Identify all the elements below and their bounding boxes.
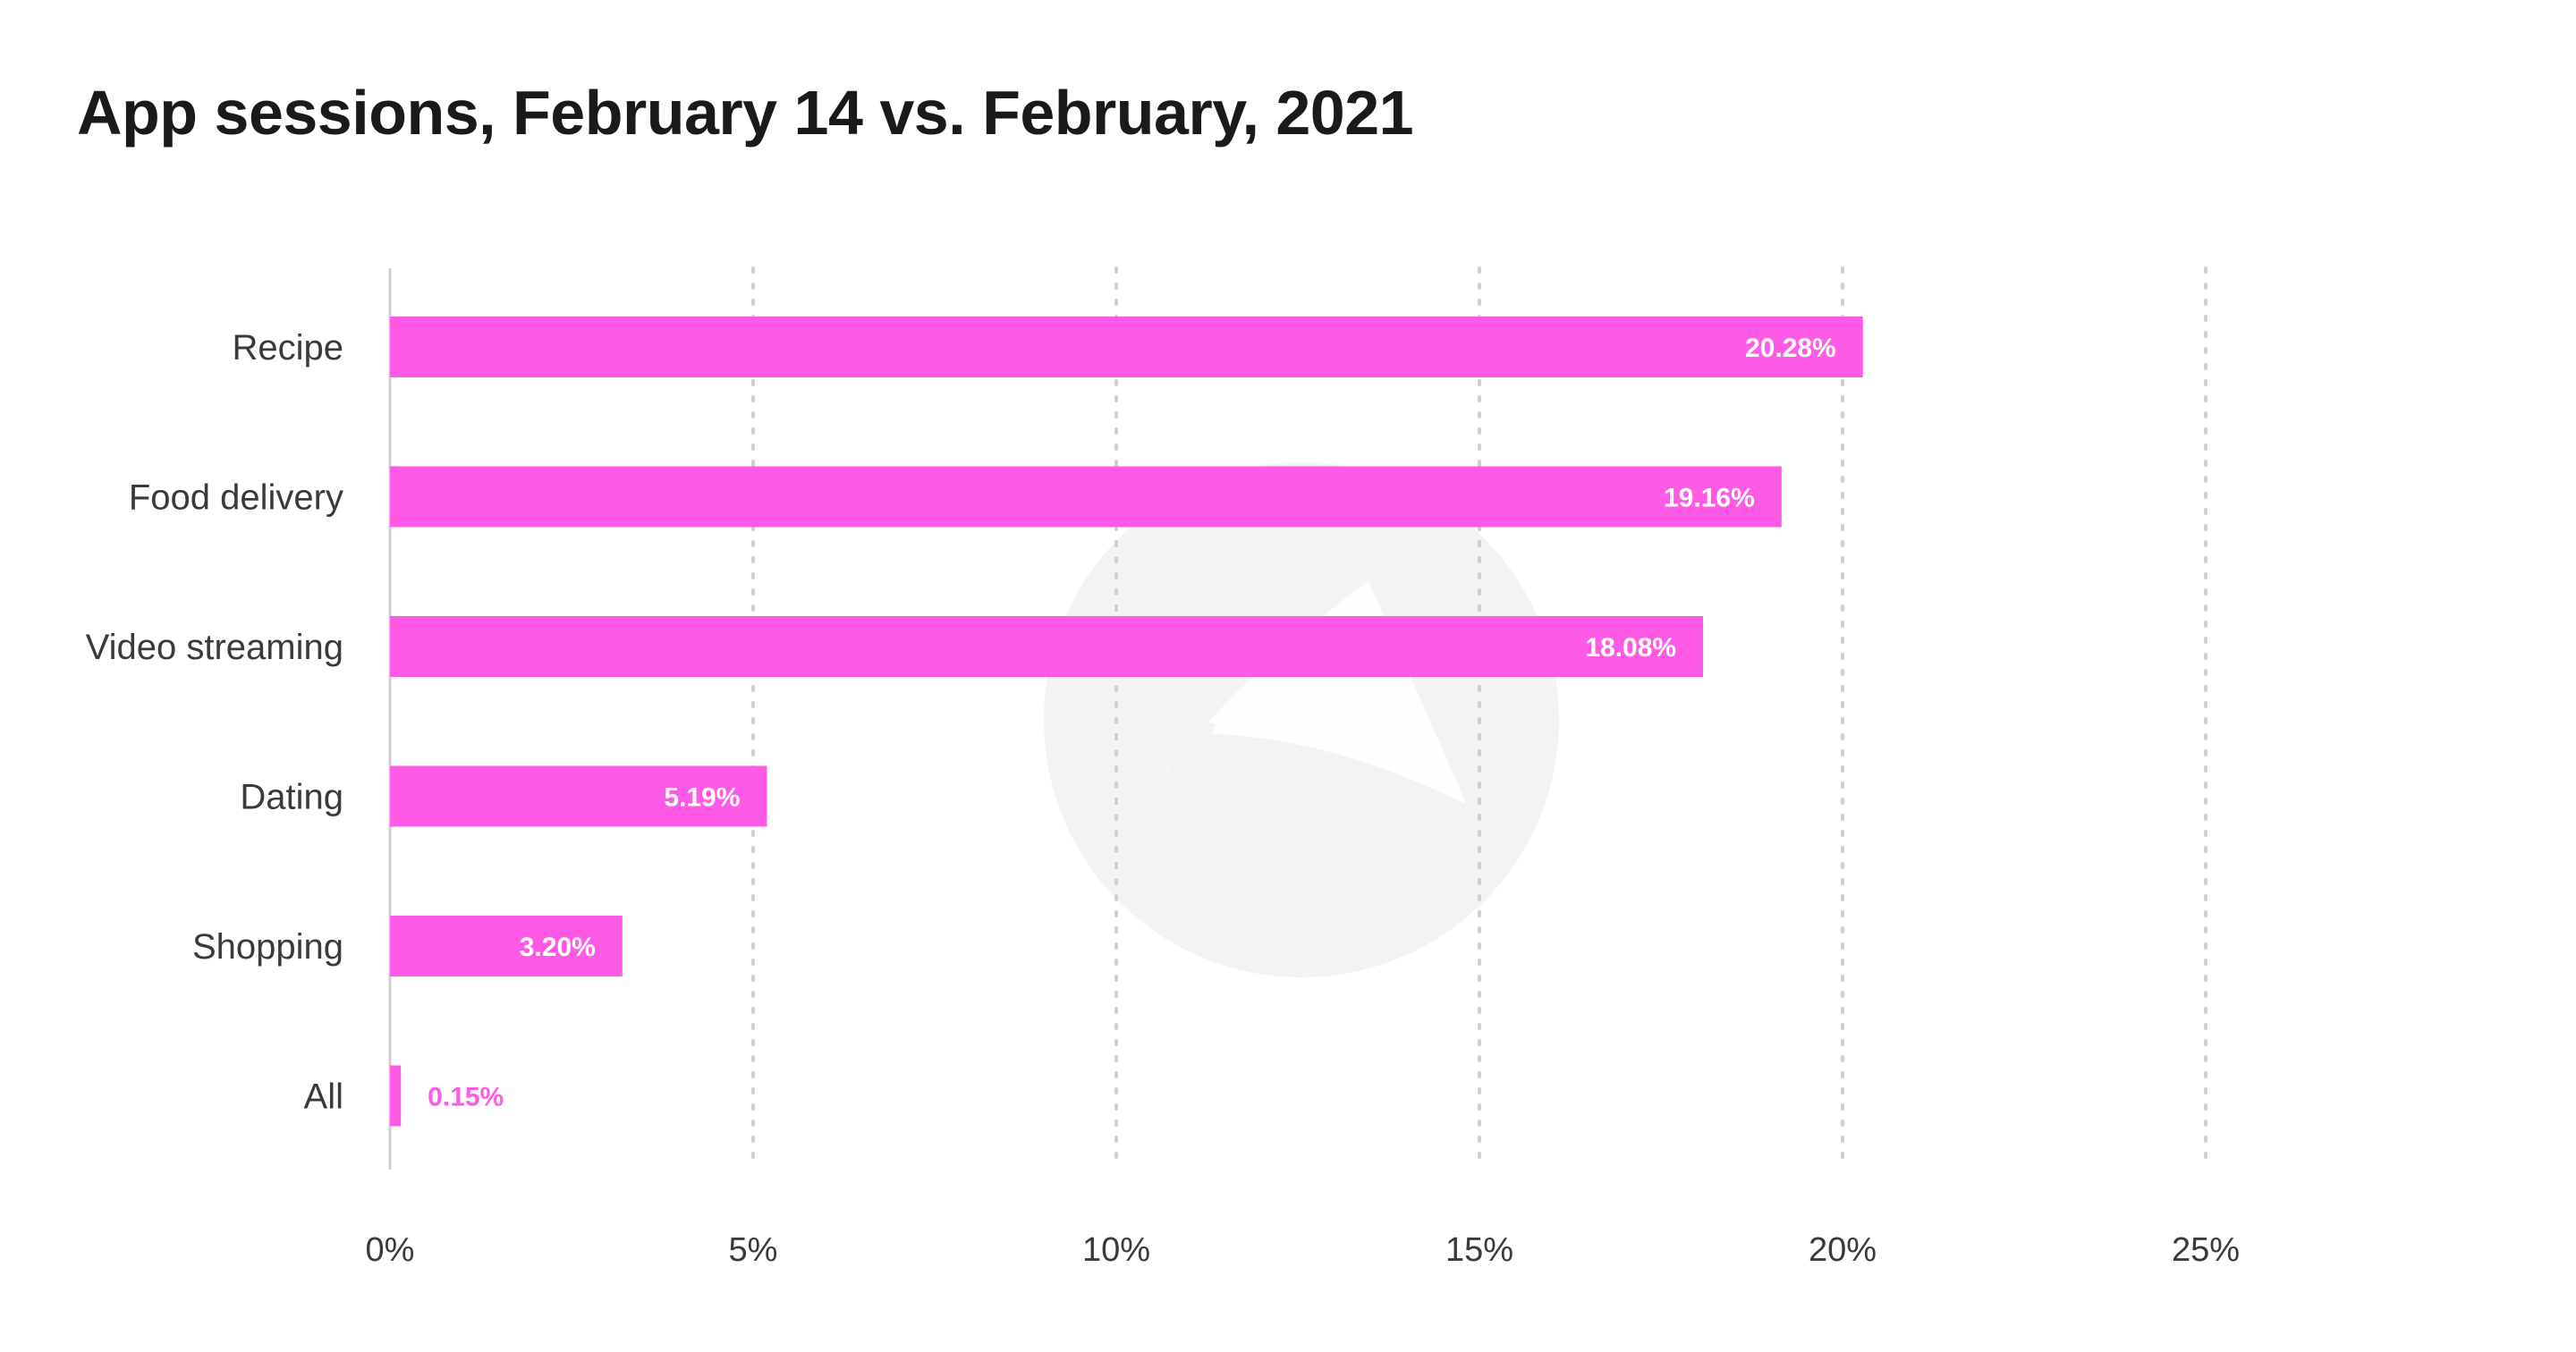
category-label: Dating — [240, 778, 343, 817]
bar — [390, 317, 1863, 377]
category-label: All — [304, 1077, 343, 1117]
bars — [390, 317, 1863, 1127]
value-label: 19.16% — [1664, 484, 1755, 513]
category-label: Food delivery — [129, 478, 343, 518]
bar — [390, 765, 767, 827]
category-label: Video streaming — [86, 628, 343, 667]
grid-lines — [751, 266, 2207, 1171]
value-label: 0.15% — [428, 1083, 504, 1112]
x-tick-label: 25% — [2172, 1231, 2240, 1269]
watermark-logo — [1044, 462, 1559, 977]
value-label: 3.20% — [520, 933, 596, 962]
value-label: 5.19% — [664, 783, 740, 813]
x-tick-label: 5% — [729, 1231, 778, 1269]
category-label: Recipe — [232, 328, 343, 368]
bar — [390, 616, 1704, 677]
bar — [390, 466, 1782, 528]
category-labels: Recipe Food delivery Video streaming Dating… — [86, 328, 343, 1117]
x-tick-label: 15% — [1445, 1231, 1513, 1269]
x-axis-tick-labels: 0% 5% 10% 15% 20% 25% — [366, 1231, 2240, 1269]
value-label: 20.28% — [1745, 334, 1836, 363]
x-tick-label: 10% — [1082, 1231, 1150, 1269]
category-label: Shopping — [192, 927, 343, 967]
bar — [390, 1065, 402, 1127]
value-labels: 20.28% 19.16% 18.08% 5.19% 3.20% 0.15% — [428, 334, 1836, 1112]
chart-title: App sessions, February 14 vs. February, … — [77, 78, 1414, 148]
x-tick-label: 20% — [1809, 1231, 1877, 1269]
x-tick-label: 0% — [366, 1231, 415, 1269]
value-label: 18.08% — [1585, 633, 1676, 663]
bar — [390, 916, 623, 976]
